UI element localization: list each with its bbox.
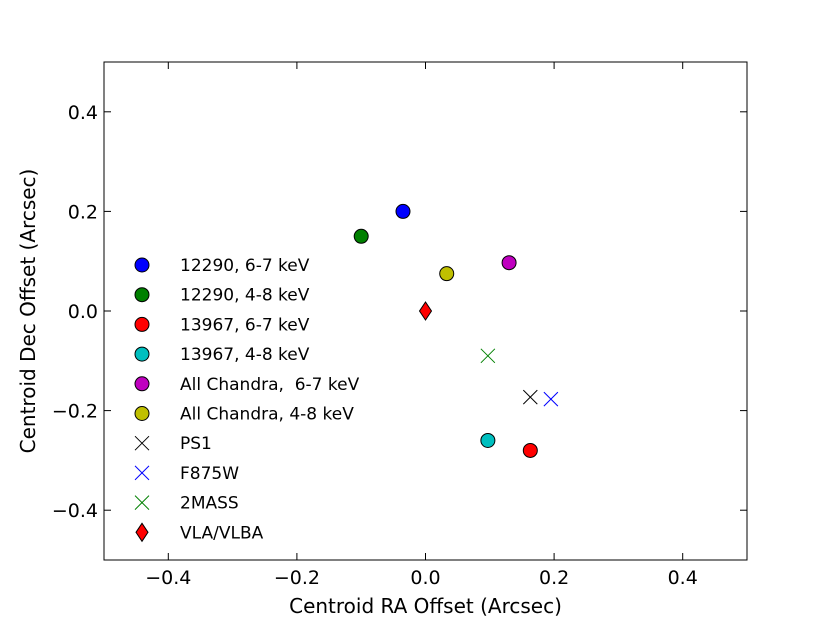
legend-marker-12290-6-7-kev — [134, 257, 150, 273]
legend-marker-all-chandra-6-7-kev — [134, 376, 150, 392]
legend-marker-2mass — [134, 495, 150, 510]
y-tick-label: −0.2 — [52, 401, 98, 423]
x-tick-label: 0.4 — [668, 567, 698, 589]
point-ps1 — [522, 389, 538, 405]
legend-marker-13967-4-8-kev — [134, 346, 150, 362]
legend-label-12290-6-7-kev: 12290, 6-7 keV — [180, 256, 310, 276]
legend-marker-vla-vlba — [135, 522, 149, 543]
x-axis-label: Centroid RA Offset (Arcsec) — [289, 594, 562, 618]
legend-label-all-chandra-4-8-kev: All Chandra, 4-8 keV — [180, 405, 354, 425]
point-13967-4-8-kev — [480, 432, 496, 448]
legend-label-13967-6-7-kev: 13967, 6-7 keV — [180, 315, 310, 335]
legend-label-2mass: 2MASS — [180, 494, 239, 514]
x-tick-label: −0.4 — [145, 567, 191, 589]
point-2mass — [480, 348, 496, 364]
legend-marker-all-chandra-4-8-kev — [134, 406, 150, 421]
point-all-chandra-6-7-kev — [501, 255, 517, 271]
legend: 12290, 6-7 keV 12290, 4-8 keV 13967, 6-7 k… — [134, 256, 360, 543]
y-tick-label: 0.0 — [68, 301, 98, 323]
point-all-chandra-4-8-kev — [439, 266, 455, 282]
y-tick-label: −0.4 — [52, 500, 98, 522]
y-tick-label: 0.2 — [68, 201, 98, 223]
axis-ticks: −0.4 −0.2 0.0 0.2 0.4 −0.4 −0.2 0.0 0.2 0.4 — [52, 62, 747, 589]
legend-marker-ps1 — [134, 435, 150, 451]
point-vla-vlba — [418, 301, 433, 321]
legend-marker-13967-6-7-kev — [134, 316, 150, 332]
legend-label-12290-4-8-kev: 12290, 4-8 keV — [180, 286, 310, 306]
y-tick-label: 0.4 — [68, 102, 98, 124]
point-13967-6-7-kev — [522, 442, 538, 458]
legend-label-ps1: PS1 — [180, 434, 212, 454]
point-f875w — [543, 391, 559, 407]
x-tick-label: 0.2 — [539, 567, 569, 589]
legend-label-f875w: F875W — [180, 464, 239, 484]
legend-marker-12290-4-8-kev — [134, 287, 150, 303]
legend-label-all-chandra-6-7-kev: All Chandra, 6-7 keV — [180, 375, 360, 395]
x-tick-label: −0.2 — [274, 567, 320, 589]
data-points — [353, 203, 559, 458]
legend-marker-f875w — [134, 465, 150, 481]
x-tick-label: 0.0 — [410, 567, 440, 589]
point-12290-6-7-kev — [395, 203, 411, 219]
legend-label-vla-vlba: VLA/VLBA — [180, 523, 264, 543]
y-axis-label: Centroid Dec Offset (Arcsec) — [16, 169, 40, 454]
point-12290-4-8-kev — [353, 228, 369, 244]
legend-label-13967-4-8-kev: 13967, 4-8 keV — [180, 345, 310, 365]
